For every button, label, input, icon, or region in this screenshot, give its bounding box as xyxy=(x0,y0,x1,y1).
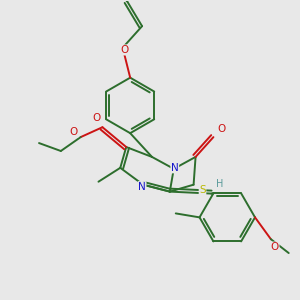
Text: O: O xyxy=(217,124,226,134)
Text: O: O xyxy=(92,113,101,123)
Text: O: O xyxy=(120,45,128,55)
Text: S: S xyxy=(199,184,206,195)
Text: O: O xyxy=(70,127,78,137)
Text: N: N xyxy=(138,182,146,192)
Text: N: N xyxy=(171,163,178,173)
Text: H: H xyxy=(216,179,223,189)
Text: O: O xyxy=(271,242,279,252)
